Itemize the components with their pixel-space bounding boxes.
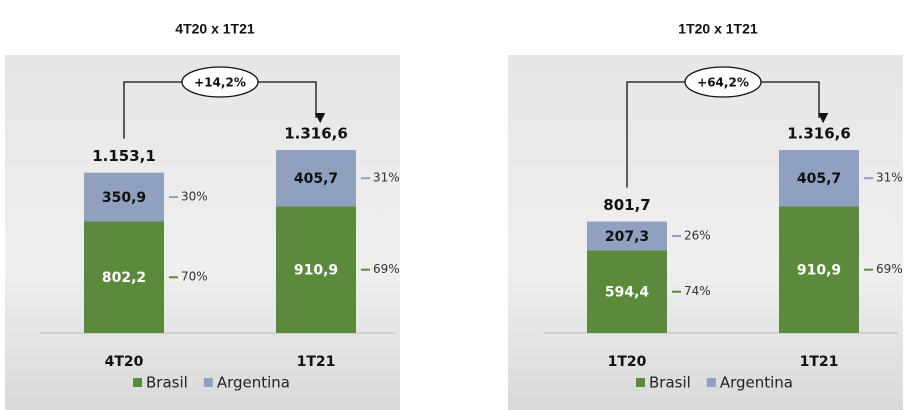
bar-segment bbox=[84, 172, 164, 222]
legend-label: Brasil bbox=[146, 374, 188, 392]
bracket bbox=[123, 81, 182, 139]
data-label: 802,2 bbox=[102, 270, 146, 286]
share-label: 74% bbox=[684, 284, 711, 298]
annotation-bubble bbox=[684, 66, 762, 98]
bar-segment bbox=[587, 250, 667, 333]
legend-swatch bbox=[636, 378, 645, 387]
data-label: 350,9 bbox=[102, 190, 146, 206]
share-label: 30% bbox=[181, 190, 208, 204]
data-label: 405,7 bbox=[294, 171, 338, 187]
legend-swatch bbox=[203, 378, 213, 387]
legend-swatch bbox=[133, 378, 142, 387]
chart-title: 4T20 x 1T21 bbox=[175, 21, 255, 37]
total-label: 1.316,6 bbox=[284, 125, 348, 143]
total-label: 1.153,1 bbox=[92, 147, 156, 165]
bar-segment bbox=[779, 206, 859, 333]
bar-segment bbox=[587, 221, 667, 251]
x-tick-label: 4T20 bbox=[105, 354, 144, 370]
data-label: 207,3 bbox=[605, 229, 649, 245]
bracket-arrow bbox=[258, 81, 326, 124]
share-label: 69% bbox=[373, 262, 400, 276]
total-label: 801,7 bbox=[603, 196, 650, 214]
data-label: 910,9 bbox=[797, 263, 841, 279]
bracket-arrow bbox=[761, 81, 829, 124]
total-label: 1.316,6 bbox=[787, 125, 851, 143]
legend-swatch bbox=[706, 378, 716, 387]
legend-label: Argentina bbox=[720, 374, 793, 392]
x-tick-label: 1T21 bbox=[297, 354, 336, 370]
legend-label: Brasil bbox=[649, 374, 691, 392]
share-label: 69% bbox=[876, 262, 903, 276]
annotation: +64,2% bbox=[697, 76, 749, 90]
data-label: 594,4 bbox=[605, 285, 650, 301]
share-label: 26% bbox=[684, 228, 711, 242]
share-label: 31% bbox=[373, 171, 400, 185]
chart-title: 1T20 x 1T21 bbox=[678, 21, 758, 37]
share-label: 70% bbox=[181, 270, 208, 284]
bar-segment bbox=[779, 150, 859, 207]
bracket bbox=[626, 81, 685, 188]
x-tick-label: 1T21 bbox=[800, 354, 839, 370]
bar-segment bbox=[276, 150, 356, 207]
legend-label: Argentina bbox=[217, 374, 290, 392]
annotation: +14,2% bbox=[194, 76, 246, 90]
x-tick-label: 1T20 bbox=[608, 354, 647, 370]
bar-segment bbox=[84, 221, 164, 333]
bar-segment bbox=[276, 206, 356, 333]
data-label: 405,7 bbox=[797, 171, 841, 187]
share-label: 31% bbox=[876, 171, 903, 185]
data-label: 910,9 bbox=[294, 263, 338, 279]
annotation-bubble bbox=[181, 66, 259, 98]
